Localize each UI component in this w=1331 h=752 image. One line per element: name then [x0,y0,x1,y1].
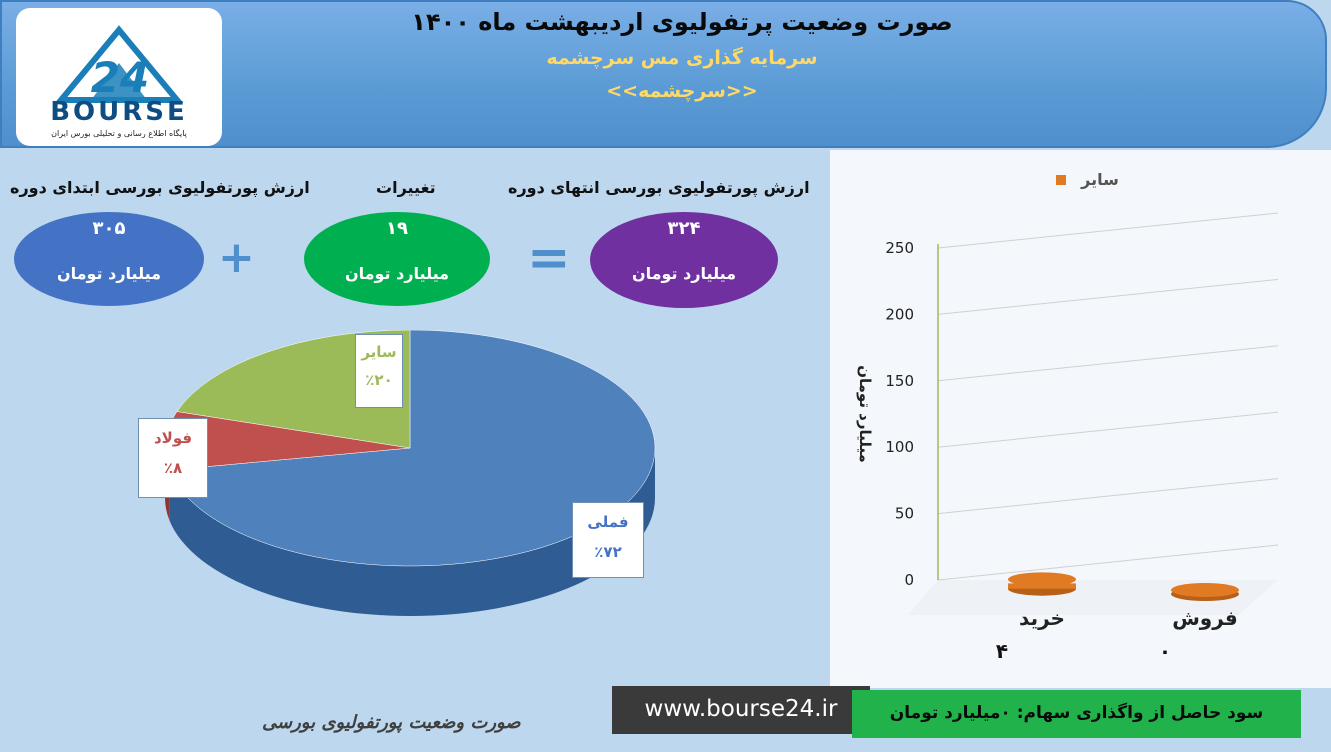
x-category-label: خرید [1019,606,1065,630]
end-value-unit: میلیارد تومان [631,264,737,283]
y-tick-label: 200 [885,305,914,323]
pie-label-foolad-value: ٪۸ [163,459,183,477]
y-tick-label: 150 [885,372,914,390]
footer-caption: صورت وضعیت پورتفولیوی بورسی [262,712,521,733]
pie-slice-other [176,330,411,449]
logo-text: BOURSE [50,97,188,127]
portfolio-pie-chart [164,330,656,616]
y-axis-label: میلیارد تومان [856,365,874,463]
pie-label-femeli-name: فملی [587,513,629,531]
pie-slice-femeli-side [169,448,655,616]
change-value: ۱۹ [386,218,408,239]
bar-sell [1171,583,1239,601]
legend-swatch [1056,175,1066,185]
bourse24-logo-mark: 24 BOURSE پایگاه اطلاع رسانی و تحلیلی بو… [50,25,188,138]
y-tick-label: 0 [904,571,914,589]
y-tick-label: 100 [885,438,914,456]
gridline [937,278,1279,315]
start-value-label: ارزش پورتفولیوی بورسی ابتدای دوره [10,178,310,197]
profit-from-sales: سود حاصل از واگذاری سهام: ۰میلیارد تومان [852,690,1301,738]
pie-label-femeli-value: ٪۷۲ [594,543,622,561]
pie-label-femeli: فملی ٪۷۲ [572,502,644,578]
change-label: تغییرات [376,178,436,197]
equals-sign: = [527,228,571,288]
gridline [937,478,1279,515]
gridline [937,411,1279,448]
gridline [937,212,1279,249]
pie-label-other: سایر ٪۲۰ [355,334,403,408]
y-tick-label: 50 [895,505,914,523]
bar-value-label: ۴ [996,639,1008,663]
website-url[interactable]: www.bourse24.ir [612,686,870,734]
logo-number: 24 [91,53,149,102]
header-banner: 24 BOURSE پایگاه اطلاع رسانی و تحلیلی بو… [0,0,1327,148]
x-category-label: فروش [1172,606,1238,630]
gridline [937,544,1279,581]
change-value-unit: میلیارد تومان [344,264,450,283]
end-value-ellipse: ۳۲۴ میلیارد تومان [590,212,778,308]
bourse24-logo: 24 BOURSE پایگاه اطلاع رسانی و تحلیلی بو… [16,8,222,146]
gridline [937,345,1279,382]
bar-buy [1008,572,1076,596]
plus-sign: + [218,232,255,283]
start-value-unit: میلیارد تومان [56,264,162,283]
pie-label-foolad-name: فولاد [153,429,193,447]
page-title: صورت وضعیت پرتفولیوی اردیبهشت ماه ۱۴۰۰ [411,8,953,36]
legend-label: سایر [1080,170,1119,189]
start-value: ۳۰۵ [92,218,126,239]
y-tick-label: 250 [885,239,914,257]
pie-label-other-value: ٪۲۰ [365,371,393,389]
change-value-ellipse: ۱۹ میلیارد تومان [304,212,490,306]
start-value-ellipse: ۳۰۵ میلیارد تومان [14,212,204,306]
end-value-label: ارزش پورتفولیوی بورسی انتهای دوره [508,178,810,197]
logo-tagline: پایگاه اطلاع رسانی و تحلیلی بورس ایران [51,128,187,138]
end-value: ۳۲۴ [667,218,701,239]
transactions-chart-panel: 0 50 100 150 200 250 میلیارد تومان سایر خرید ۴ فرو… [830,150,1331,688]
pie-label-other-name: سایر [361,343,397,361]
transactions-bar-chart: 0 50 100 150 200 250 میلیارد تومان سایر خرید ۴ فرو… [856,170,1279,663]
bar-value-label: ۰ [1159,639,1171,663]
company-name: سرمایه گذاری مس سرچشمه [546,47,818,69]
company-symbol: <<سرچشمه>> [606,80,758,102]
pie-label-foolad: فولاد ٪۸ [138,418,208,498]
